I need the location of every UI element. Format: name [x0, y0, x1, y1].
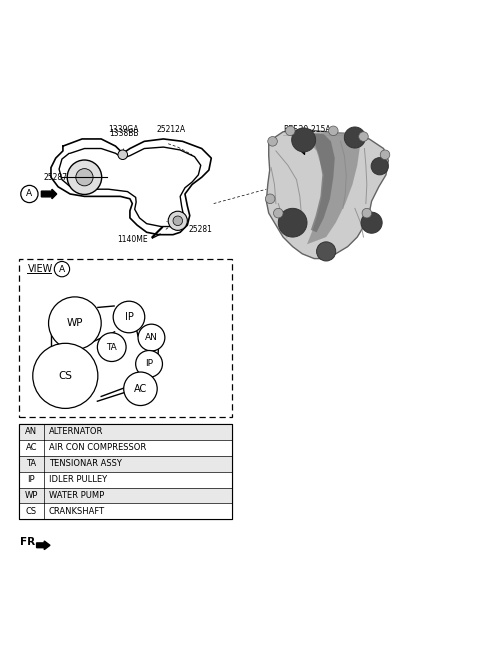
Text: TA: TA — [26, 459, 36, 468]
Text: CS: CS — [58, 371, 72, 381]
Text: IP: IP — [124, 312, 133, 322]
Circle shape — [362, 209, 372, 218]
Circle shape — [97, 333, 126, 361]
Text: WATER PUMP: WATER PUMP — [48, 491, 104, 500]
Bar — [19, 424, 232, 520]
Bar — [19, 258, 232, 417]
Text: AIR CON COMPRESSOR: AIR CON COMPRESSOR — [48, 443, 146, 452]
Circle shape — [274, 209, 283, 218]
Text: A: A — [26, 190, 33, 199]
Bar — [19, 456, 232, 472]
Text: CRANKSHAFT: CRANKSHAFT — [48, 507, 105, 516]
Text: AN: AN — [25, 427, 37, 436]
Text: AC: AC — [25, 443, 37, 452]
Text: 25281: 25281 — [189, 225, 213, 234]
Circle shape — [278, 209, 307, 237]
Text: A: A — [59, 264, 65, 274]
Text: REF.20-215A: REF.20-215A — [283, 125, 331, 134]
Text: WP: WP — [24, 491, 38, 500]
Text: 25287P: 25287P — [44, 173, 72, 182]
Text: TA: TA — [107, 342, 117, 352]
Text: IDLER PULLEY: IDLER PULLEY — [48, 475, 107, 484]
Circle shape — [328, 126, 338, 136]
Text: WP: WP — [67, 318, 83, 328]
Bar — [19, 424, 232, 520]
Text: 25212A: 25212A — [156, 125, 185, 134]
Circle shape — [361, 212, 382, 234]
Circle shape — [292, 128, 316, 152]
FancyArrow shape — [41, 189, 57, 199]
Circle shape — [138, 324, 165, 351]
Text: FR.: FR. — [20, 537, 39, 547]
Text: IP: IP — [145, 359, 153, 369]
Circle shape — [48, 297, 101, 350]
Circle shape — [173, 216, 182, 226]
Bar — [19, 424, 232, 440]
Circle shape — [359, 132, 368, 141]
Circle shape — [33, 343, 98, 409]
Text: VIEW: VIEW — [27, 264, 53, 274]
Circle shape — [268, 136, 277, 146]
FancyArrow shape — [36, 541, 50, 550]
Circle shape — [380, 150, 390, 159]
Text: IP: IP — [27, 475, 35, 484]
Circle shape — [67, 160, 102, 194]
Text: 1338BB: 1338BB — [109, 129, 138, 138]
Text: 1140ME: 1140ME — [117, 235, 148, 244]
Text: 1339GA: 1339GA — [108, 125, 139, 134]
Text: AC: AC — [134, 384, 147, 394]
Circle shape — [136, 350, 162, 377]
Bar — [19, 487, 232, 504]
Circle shape — [124, 372, 157, 405]
Circle shape — [371, 157, 388, 175]
Text: TENSIONAR ASSY: TENSIONAR ASSY — [48, 459, 121, 468]
Circle shape — [113, 301, 145, 333]
Circle shape — [344, 127, 365, 148]
Circle shape — [265, 194, 275, 203]
Bar — [19, 504, 232, 520]
Bar — [19, 440, 232, 456]
Text: AN: AN — [145, 333, 158, 342]
Circle shape — [168, 211, 187, 230]
Text: CS: CS — [26, 507, 37, 516]
Polygon shape — [266, 129, 388, 258]
Circle shape — [317, 242, 336, 261]
Circle shape — [118, 150, 128, 159]
Circle shape — [76, 169, 93, 186]
Text: ALTERNATOR: ALTERNATOR — [48, 427, 103, 436]
Polygon shape — [311, 134, 335, 232]
Bar — [19, 472, 232, 487]
Polygon shape — [302, 132, 360, 244]
Circle shape — [286, 126, 295, 136]
